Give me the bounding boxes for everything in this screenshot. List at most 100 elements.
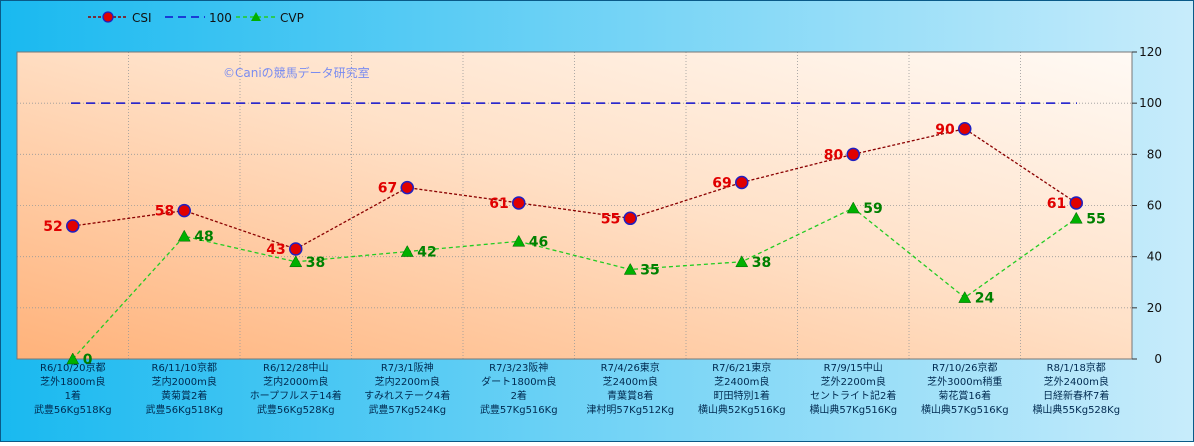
x-tick-label: すみれステーク4着: [364, 389, 450, 402]
csi-data-label: 43: [266, 242, 285, 258]
csi-data-label: 61: [489, 196, 508, 212]
legend-label: CSI: [132, 11, 152, 25]
cvp-point: [66, 352, 80, 365]
cvp-point: [177, 229, 191, 242]
legend-item-csi: CSI: [88, 11, 152, 25]
x-tick-label: 芝外1800m良: [40, 375, 105, 388]
legend: CSI 100 CVP: [88, 11, 304, 25]
x-tick-label: R7/9/15中山: [824, 361, 883, 374]
x-tick-label: R7/3/23阪神: [489, 361, 548, 374]
x-tick-label: 芝外3000m稍重: [927, 375, 1002, 388]
csi-data-label: 67: [378, 181, 397, 197]
cvp-point: [623, 262, 637, 275]
csi-point: [846, 147, 860, 162]
x-tick-label: 芝内2000m良: [152, 375, 217, 388]
x-tick-label: 黄菊賞2着: [161, 389, 207, 402]
cvp-data-label: 48: [194, 229, 213, 245]
x-tick-label: セントライト記2着: [810, 389, 896, 402]
csi-data-label: 58: [155, 204, 174, 220]
cvp-point: [512, 234, 526, 247]
y-tick-label: 60: [1147, 199, 1162, 213]
cvp-line: [72, 207, 1077, 360]
x-tick-label: 1着: [65, 389, 81, 402]
cvp-data-label: 42: [417, 245, 436, 261]
x-tick-label: R7/6/21東京: [712, 361, 771, 374]
x-tick-label: 武豊56Kg528Kg: [257, 403, 335, 416]
x-tick-label: 津村明57Kg512Kg: [586, 403, 674, 416]
cvp-point: [289, 255, 303, 268]
csi-point: [177, 203, 191, 218]
legend-marker: [251, 12, 261, 21]
x-tick-label: 芝内2000m良: [263, 375, 328, 388]
watermark-text: ©Caniの競馬データ研究室: [223, 65, 370, 80]
x-tick-label: R7/3/1阪神: [381, 361, 434, 374]
series-csi: 52 58 43 67 61 55 69 80 90 61: [43, 122, 1083, 258]
x-tick-label: 横山典57Kg516Kg: [809, 403, 897, 416]
x-tick-label: 武豊57Kg516Kg: [480, 403, 558, 416]
x-tick-label: 武豊56Kg518Kg: [34, 403, 112, 416]
x-tick-label: ホープフルステ14着: [250, 389, 342, 402]
y-tick-label: 0: [1154, 352, 1162, 366]
legend-label: CVP: [280, 11, 304, 25]
x-tick-label: 菊花賞16着: [938, 389, 991, 402]
cvp-data-label: 59: [863, 201, 882, 217]
x-tick-label: R6/12/28中山: [263, 361, 329, 374]
cvp-point: [1069, 211, 1083, 224]
x-tick-label: 芝外2200m良: [821, 375, 886, 388]
x-tick-label: 青葉賞8着: [607, 389, 653, 402]
csi-point: [958, 122, 972, 136]
csi-point: [735, 175, 749, 190]
cvp-point: [846, 201, 860, 214]
csi-point: [512, 196, 526, 210]
cvp-point: [735, 255, 749, 268]
legend-item-cvp: CVP: [236, 11, 304, 25]
legend-marker: [102, 11, 114, 23]
x-tick-label: ダート1800m良: [481, 375, 556, 388]
csi-data-label: 52: [43, 219, 62, 235]
x-tick-label: R7/10/26京都: [932, 361, 998, 374]
cvp-point: [400, 245, 414, 257]
cvp-data-label: 24: [975, 291, 995, 307]
y-tick-label: 80: [1147, 147, 1162, 161]
y-tick-label: 100: [1139, 96, 1162, 110]
x-tick-label: 横山典55Kg528Kg: [1032, 403, 1120, 416]
cvp-data-label: 55: [1086, 211, 1105, 227]
y-tick-label: 120: [1139, 45, 1162, 59]
series-cvp: 0 48 38 42 46 35 38 59 24 55: [66, 201, 1106, 368]
x-tick-label: 武豊56Kg518Kg: [145, 403, 223, 416]
csi-point: [623, 211, 637, 226]
csi-point: [400, 180, 414, 195]
csi-point: [289, 242, 303, 256]
x-tick-label: 横山典52Kg516Kg: [698, 403, 786, 416]
csi-data-label: 90: [935, 122, 955, 138]
legend-label: 100: [209, 11, 232, 25]
x-tick-label: 町田特別1着: [714, 389, 770, 402]
csi-line: [72, 128, 1077, 250]
cvp-data-label: 35: [640, 262, 659, 278]
x-axis: R6/10/20京都芝外1800m良1着武豊56Kg518KgR6/11/10京…: [34, 361, 1120, 416]
cvp-data-label: 38: [752, 255, 771, 271]
cvp-data-label: 46: [529, 234, 548, 250]
x-tick-label: 芝外2400m良: [1044, 375, 1109, 388]
x-tick-label: 日経新春杯7着: [1043, 389, 1109, 402]
csi-data-label: 55: [601, 211, 620, 227]
cvp-point: [958, 291, 972, 303]
cvp-data-label: 0: [83, 352, 93, 368]
csi-data-label: 61: [1047, 196, 1066, 212]
csi-data-label: 69: [712, 175, 731, 191]
x-tick-label: R8/1/18京都: [1047, 361, 1106, 374]
cvp-data-label: 38: [306, 255, 325, 271]
x-tick-label: R6/10/20京都: [40, 361, 106, 374]
